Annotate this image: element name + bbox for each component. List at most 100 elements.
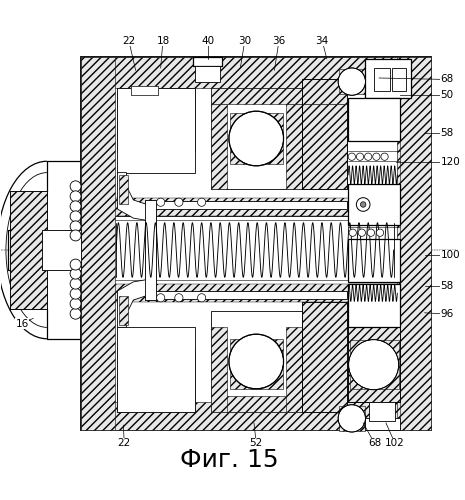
Bar	[365, 420, 399, 430]
Bar	[302, 302, 347, 412]
Bar	[348, 184, 373, 225]
Bar	[380, 238, 399, 282]
Circle shape	[360, 202, 366, 207]
Bar	[348, 284, 399, 328]
Polygon shape	[118, 172, 147, 220]
Bar	[131, 86, 159, 96]
Bar	[147, 291, 347, 299]
Bar	[380, 184, 399, 225]
Circle shape	[356, 198, 370, 211]
Bar	[230, 338, 283, 389]
Text: 30: 30	[238, 36, 252, 46]
Text: 52: 52	[250, 438, 263, 448]
Circle shape	[229, 334, 284, 389]
Circle shape	[70, 259, 81, 270]
Circle shape	[70, 278, 81, 289]
Bar	[302, 80, 347, 188]
Bar	[118, 88, 195, 104]
Bar	[42, 230, 81, 270]
Circle shape	[70, 221, 81, 232]
Circle shape	[198, 294, 206, 302]
Bar	[114, 284, 397, 302]
Circle shape	[338, 404, 365, 432]
Bar	[286, 104, 302, 188]
Bar	[119, 296, 128, 325]
Text: 96: 96	[440, 308, 454, 318]
Circle shape	[373, 153, 380, 160]
Bar	[11, 191, 47, 309]
Text: 68: 68	[440, 74, 454, 85]
Bar	[392, 68, 405, 90]
Circle shape	[356, 153, 364, 160]
Circle shape	[70, 211, 81, 222]
Circle shape	[349, 229, 356, 236]
Bar	[119, 175, 128, 204]
Bar	[211, 88, 302, 188]
Circle shape	[70, 230, 81, 241]
Bar	[170, 348, 195, 412]
Bar	[81, 402, 432, 430]
Bar	[348, 184, 399, 225]
Text: 50: 50	[440, 90, 454, 101]
Bar	[118, 328, 195, 411]
Bar	[230, 114, 283, 164]
Bar	[147, 292, 347, 299]
Circle shape	[175, 294, 183, 302]
Bar	[195, 66, 220, 82]
Circle shape	[157, 198, 165, 206]
Circle shape	[376, 229, 384, 236]
Bar	[131, 86, 159, 96]
Bar	[42, 230, 81, 270]
Bar	[302, 302, 347, 412]
Bar	[118, 88, 195, 172]
Bar	[193, 58, 222, 66]
Circle shape	[70, 181, 81, 192]
Bar	[81, 56, 432, 430]
Bar	[348, 98, 399, 141]
Circle shape	[70, 268, 81, 279]
Bar	[380, 98, 399, 141]
Text: Фиг. 15: Фиг. 15	[179, 448, 278, 472]
Circle shape	[70, 201, 81, 212]
Bar	[8, 230, 26, 270]
Text: 58: 58	[440, 128, 454, 138]
Bar	[365, 59, 411, 86]
Circle shape	[70, 298, 81, 309]
Circle shape	[70, 288, 81, 299]
Bar	[211, 88, 302, 104]
Circle shape	[157, 294, 165, 302]
Bar	[369, 402, 396, 420]
Circle shape	[70, 191, 81, 202]
Bar	[81, 56, 432, 88]
Bar	[118, 88, 131, 152]
Bar	[365, 59, 411, 98]
Bar	[365, 418, 399, 430]
Text: 16: 16	[16, 318, 29, 328]
Circle shape	[198, 198, 206, 206]
Circle shape	[349, 340, 399, 390]
Bar	[147, 202, 347, 209]
Bar	[211, 104, 226, 188]
Circle shape	[367, 229, 375, 236]
Text: 120: 120	[440, 157, 460, 167]
Circle shape	[338, 68, 365, 96]
Bar	[147, 201, 347, 209]
Bar	[348, 328, 399, 402]
Bar	[348, 238, 399, 282]
Text: 22: 22	[122, 36, 135, 46]
Bar	[399, 56, 432, 430]
Bar	[339, 406, 365, 431]
Bar	[380, 284, 399, 328]
Bar	[211, 328, 226, 411]
Bar	[397, 56, 432, 430]
Bar	[170, 88, 195, 152]
Bar	[374, 68, 390, 90]
Circle shape	[365, 153, 372, 160]
Bar	[211, 312, 302, 412]
Text: 22: 22	[118, 438, 131, 448]
Bar	[302, 104, 347, 188]
Bar	[348, 284, 373, 328]
Circle shape	[229, 111, 284, 166]
Bar	[145, 200, 156, 300]
Bar	[114, 198, 397, 216]
